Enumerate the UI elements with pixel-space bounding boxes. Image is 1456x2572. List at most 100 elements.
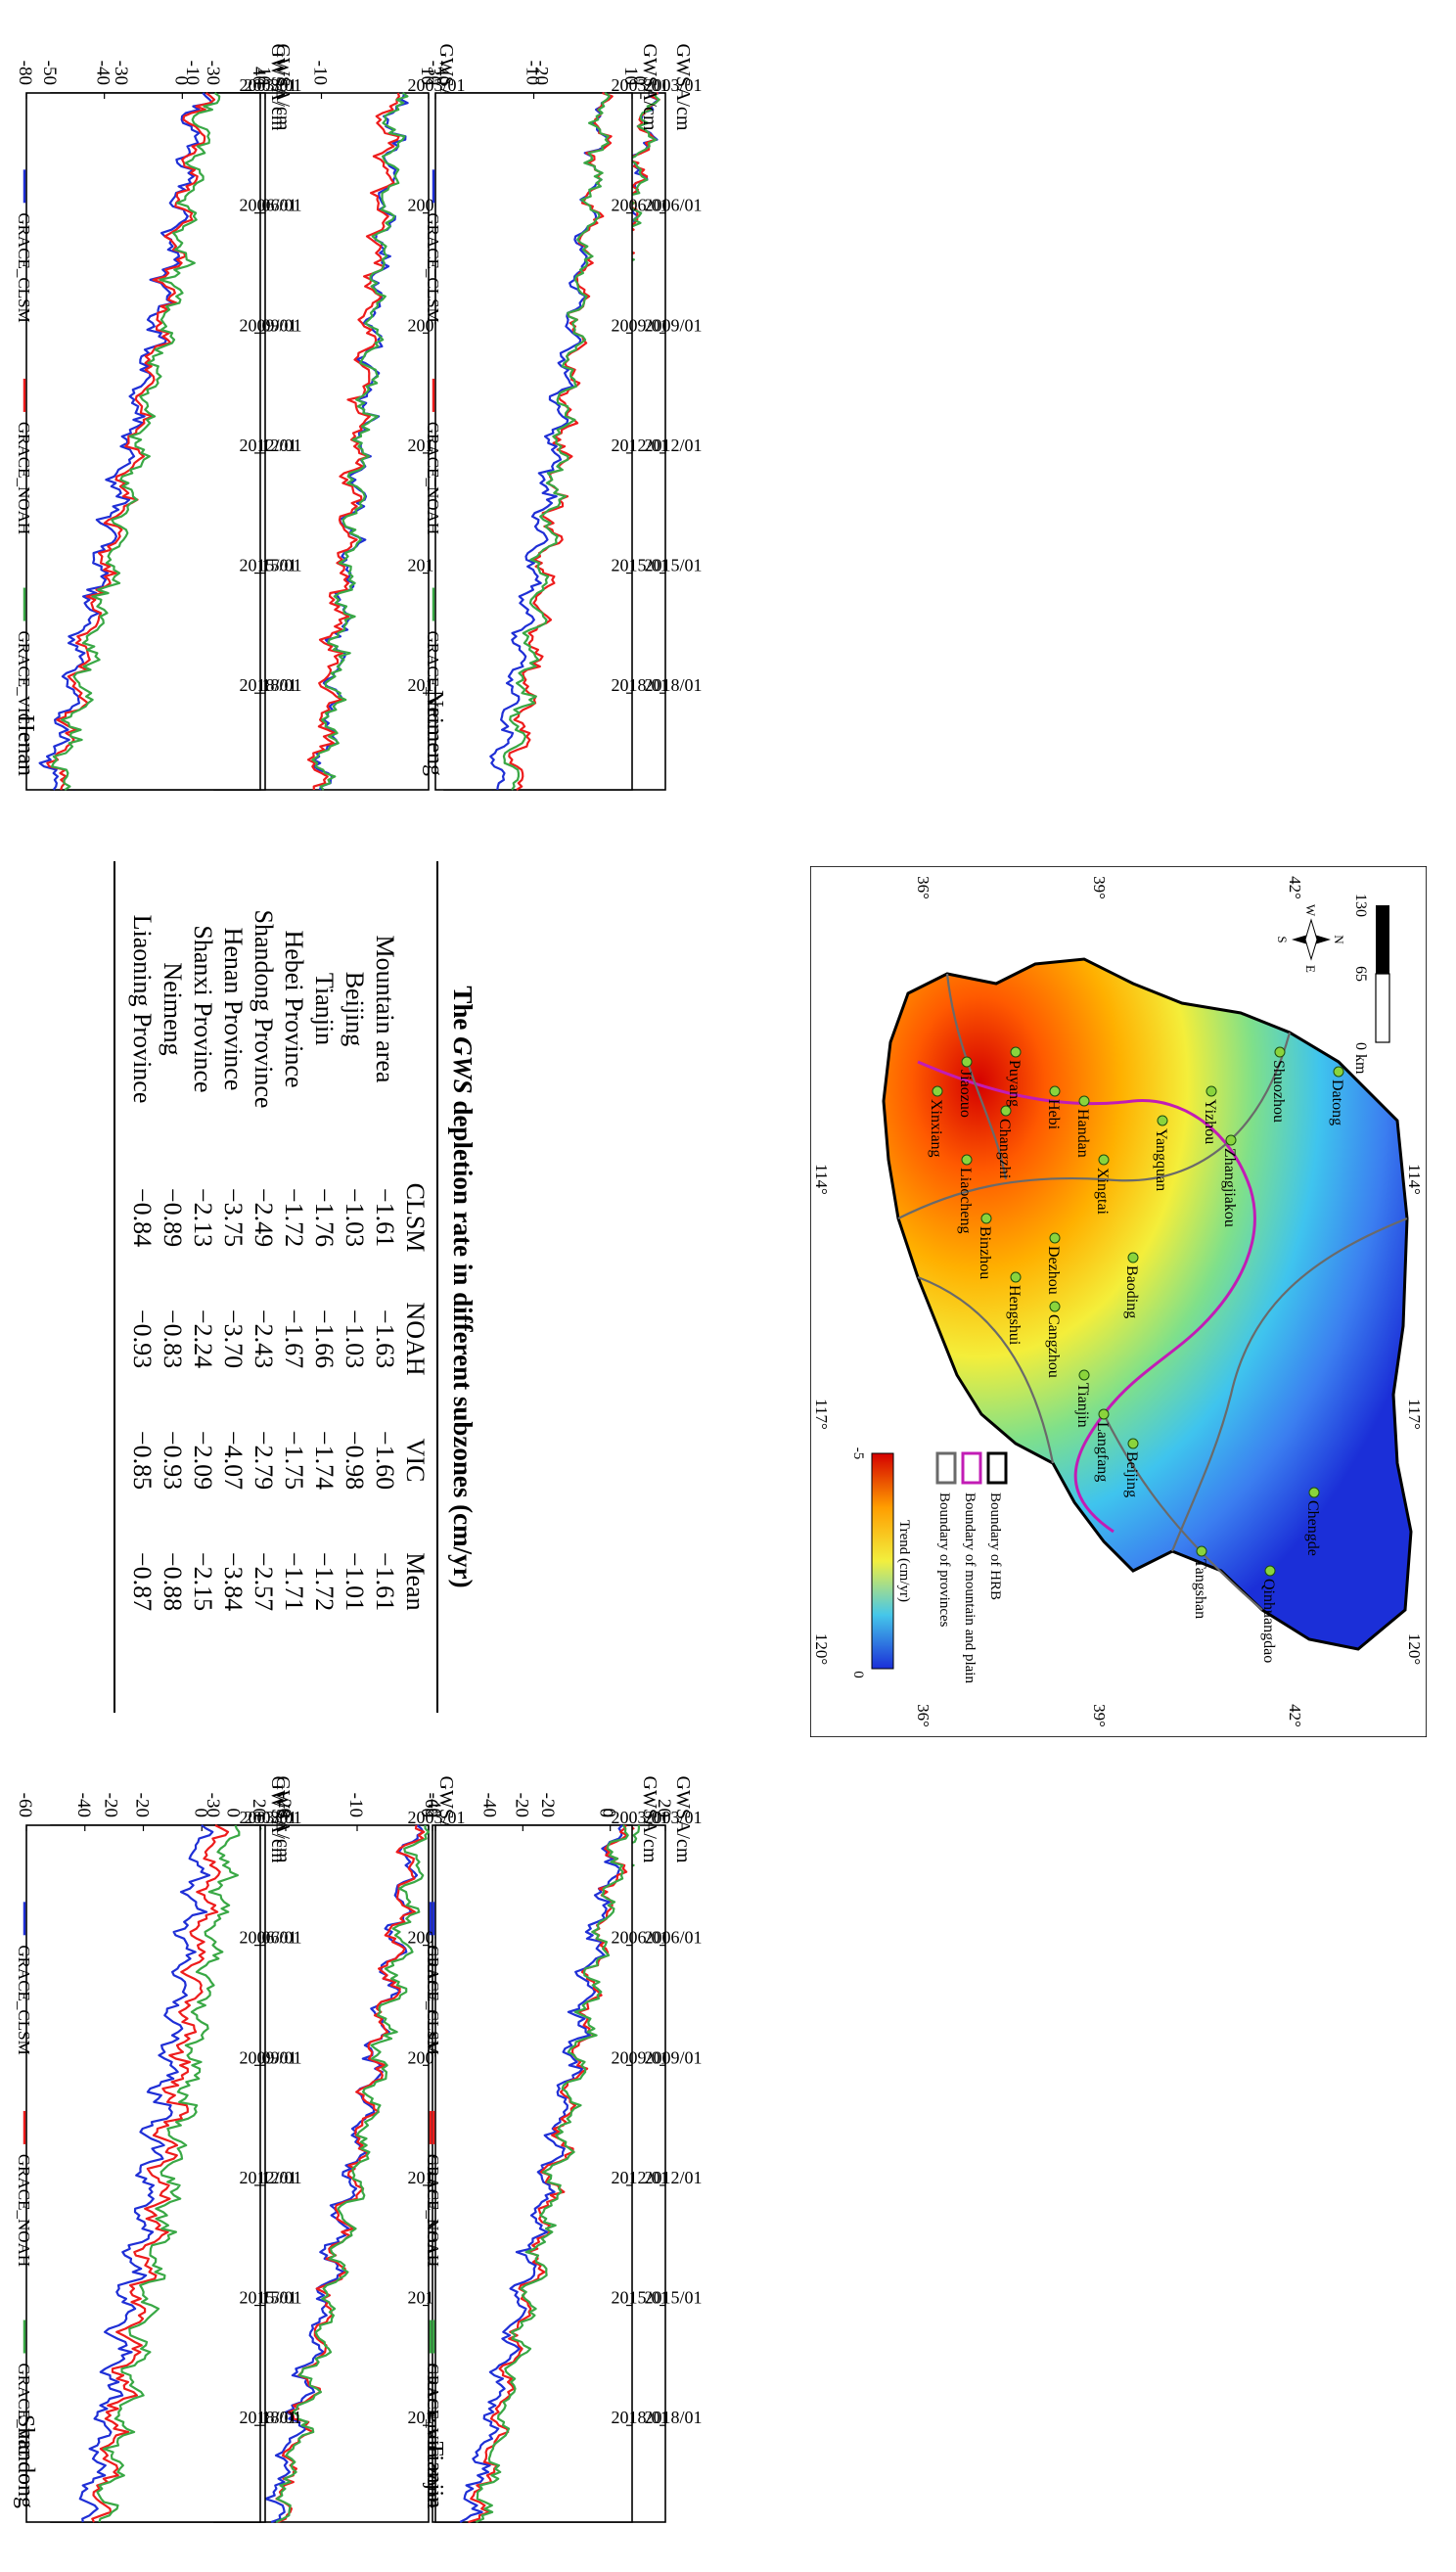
city-marker — [1333, 1066, 1344, 1078]
y-tick-label: 0 — [596, 1809, 616, 1818]
city-label: Zhangjiakou — [1221, 1148, 1238, 1227]
table-title: The GWS depletion rate in different subz… — [447, 861, 478, 1713]
city-label: Qinhuangdao — [1260, 1579, 1277, 1663]
table-cell: −3.75 — [219, 1187, 248, 1248]
y-axis-label: GWSA/cm — [639, 1776, 660, 1863]
table-header-row: CLSM NOAH VIC Mean — [400, 861, 431, 1642]
city-marker — [1264, 1565, 1276, 1577]
y-tick-label: -30 — [424, 61, 444, 85]
trend-map: Chengde Qinhuangdao Tangshan Beijing Langfan… — [809, 865, 1428, 1738]
lat-label-39-right: 39° — [1090, 1704, 1109, 1727]
table-cell: −3.70 — [219, 1309, 248, 1369]
y-tick-label: -20 — [530, 61, 551, 85]
legend-label: GRACE_CLSM — [15, 1945, 33, 2054]
legend-label: GRACE_NOAH — [15, 422, 33, 534]
y-tick-label: 20 — [249, 1799, 269, 1817]
city-label: Baoding — [1123, 1265, 1140, 1318]
province-boundary — [945, 973, 1008, 1180]
province-boundary — [1170, 1217, 1408, 1552]
x-tick-label: 2012/01 — [611, 2168, 668, 2187]
x-tick-label: 2009/01 — [644, 2047, 702, 2067]
table-row-label: Hebei Province — [280, 930, 308, 1088]
table-cell: −1.63 — [371, 1309, 399, 1369]
city-marker — [1078, 1369, 1090, 1381]
table-cell: −0.93 — [128, 1309, 157, 1369]
lat-label-36-right: 36° — [914, 1704, 933, 1727]
lon-label-114-bottom: 114° — [812, 1164, 831, 1195]
y-axis-label: GWSA/cm — [672, 44, 694, 131]
table-row: Shanxi Province −2.13 −2.24 −2.09 −2.15 — [188, 861, 218, 1642]
y-tick-label: -30 — [203, 61, 223, 85]
table-bottom-rule — [114, 861, 115, 1713]
province-boundary — [917, 1275, 1055, 1464]
table-cell: −4.07 — [219, 1430, 248, 1491]
y-tick-label: -10 — [523, 61, 543, 85]
table-cell: −1.72 — [310, 1551, 339, 1612]
city-marker — [961, 1154, 973, 1166]
table-cell: −3.84 — [219, 1551, 248, 1612]
series-line-GRACE_NOAH — [275, 1824, 426, 2524]
y-tick-label: 20 — [654, 1799, 674, 1817]
y-tick-label: 0 — [190, 1809, 210, 1818]
x-tick-label: 2012/01 — [239, 2168, 296, 2187]
table-cell: −0.87 — [128, 1551, 157, 1612]
city-marker — [1308, 1487, 1320, 1498]
x-tick-label: 2006/01 — [239, 1928, 296, 1948]
x-tick-label: 2003/01 — [239, 75, 296, 95]
chart-title: Neimeng — [422, 690, 447, 776]
x-tick-label: 2006/01 — [644, 196, 702, 215]
table-cell: −0.88 — [159, 1551, 187, 1612]
y-tick-label: 0 — [170, 76, 191, 86]
y-tick-label: -10 — [182, 61, 203, 85]
series-line-GRACE_CLSM — [459, 1824, 623, 2523]
y-tick-label: -10 — [345, 1793, 366, 1817]
table-header-cell: VIC — [401, 1438, 430, 1483]
table-title-post: depletion rate in different subzones (cm… — [448, 1093, 478, 1588]
city-marker — [1049, 1232, 1061, 1244]
chart-tianjin: GWSA/cm -40 -20 0 2003/01 2006/01 2009/01 2012/… — [414, 1757, 671, 2548]
city-label: Chengde — [1304, 1500, 1321, 1556]
x-tick-label: 2003/01 — [644, 1808, 702, 1827]
x-tick-label: 2015/01 — [239, 2288, 296, 2308]
table-row-label: Neimeng — [159, 962, 187, 1056]
map-svg: Chengde Qinhuangdao Tangshan Beijing Langfan… — [809, 865, 1428, 1738]
legend-label: GRACE_CLSM — [424, 212, 442, 322]
table-row-label: Liaoning Province — [128, 914, 157, 1104]
table-title-pre: The — [448, 986, 478, 1037]
y-tick-label: 0 — [629, 76, 650, 86]
compass-w: W — [1303, 904, 1318, 917]
y-tick-label: -20 — [101, 1793, 121, 1817]
city-label: Jiaozuo — [957, 1070, 974, 1118]
x-tick-label: 2003/01 — [244, 1808, 301, 1827]
y-tick-label: -30 — [111, 61, 131, 85]
x-tick-label: 2018/01 — [644, 675, 702, 695]
plot-frame — [25, 92, 261, 791]
table-row: Beijing −1.03 −1.03 −0.98 −1.01 — [340, 861, 370, 1642]
x-tick-label: 2006/01 — [644, 1928, 702, 1948]
table-cell: −2.49 — [250, 1187, 278, 1248]
lat-label-36: 36° — [914, 876, 933, 899]
city-marker — [1098, 1154, 1110, 1166]
x-tick-label: 2003/01 — [239, 1808, 296, 1827]
city-label: Beijing — [1123, 1451, 1140, 1497]
table-cell: −1.72 — [280, 1187, 308, 1248]
chart-title: Shandong — [13, 2414, 38, 2508]
table-row: Shandong Province −2.49 −2.43 −2.79 −2.57 — [249, 861, 279, 1642]
city-label: Changzhi — [996, 1119, 1013, 1179]
table-cell: −2.57 — [250, 1551, 278, 1612]
x-tick-label: 2009/01 — [644, 315, 702, 335]
legend-boundary-swatch — [961, 1451, 982, 1485]
compass-e: E — [1303, 965, 1318, 973]
lon-label-120-bottom: 120° — [812, 1633, 831, 1665]
table-cell: −1.75 — [280, 1430, 308, 1491]
table-header-cell: Mean — [401, 1552, 430, 1611]
compass-cross — [1304, 918, 1318, 961]
x-tick-label: 2018/01 — [644, 2408, 702, 2427]
legend-boundary-label: Boundary of mountain and plain — [962, 1493, 978, 1683]
chart-neimeng: GWSA/cm -30 -10 10 2003/01 2006/01 2009/01 2012… — [414, 24, 671, 815]
city-label: Hengshui — [1006, 1285, 1023, 1346]
x-tick-label: 2018/01 — [239, 675, 296, 695]
chart-shandong: GWSA/cm -60 -40 -20 0 20 2003/01 2006/01 2009/01… — [5, 1757, 299, 2548]
city-marker — [980, 1213, 992, 1224]
